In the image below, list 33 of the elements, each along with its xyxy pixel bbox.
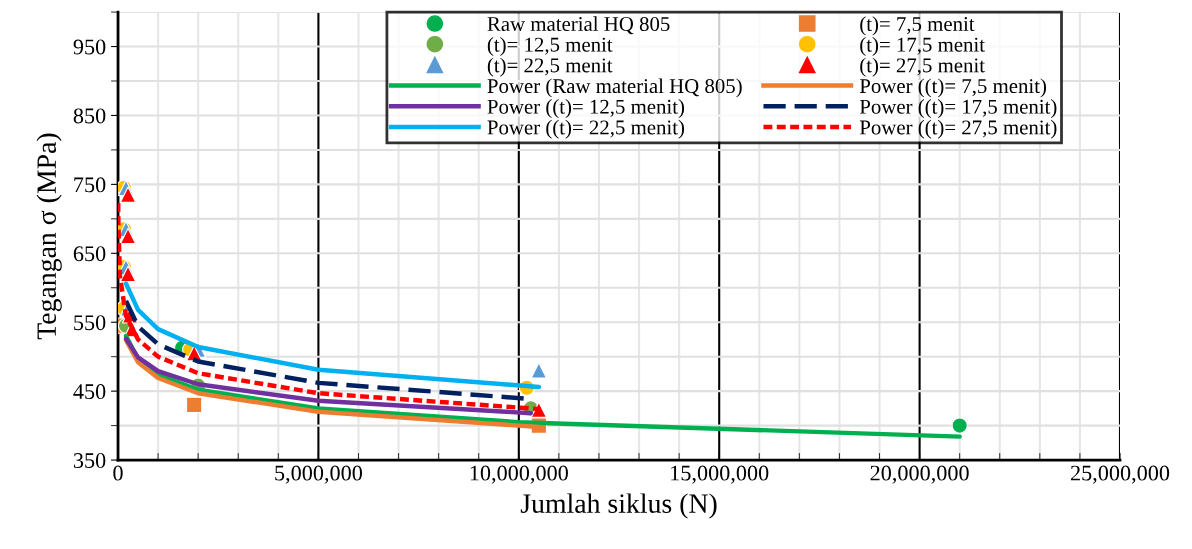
y-tick-label: 750: [74, 177, 106, 193]
x-tick-label: 25,000,000: [1070, 465, 1170, 484]
legend-label: Power ((t)= 17,5 menit): [859, 99, 1057, 119]
x-tick-label: 0: [113, 465, 123, 481]
x-tick-label: 20,000,000: [870, 465, 969, 484]
y-tick-label: 950: [73, 39, 106, 55]
legend-label: Power (Raw material HQ 805): [487, 78, 742, 98]
point: [530, 362, 548, 379]
point: [951, 417, 968, 434]
legend-label: (t)= 12,5 menit: [487, 37, 613, 56]
x-tick-label: 15,000,000: [671, 465, 769, 484]
x-tick-label: 10,000,000: [470, 465, 568, 484]
y-tick-label: 450: [73, 384, 106, 400]
legend-label: (t)= 27,5 menit: [860, 57, 985, 77]
y-tick-label: 850: [73, 108, 106, 124]
point: [185, 396, 203, 414]
legend-label: Power ((t)= 7,5 menit): [859, 78, 1047, 98]
legend-label: Raw material HQ 805: [487, 16, 670, 35]
y-tick-label: 650: [73, 246, 106, 262]
point: [119, 265, 137, 283]
y-tick-label: 550: [74, 315, 106, 331]
x-axis-title: Jumlah siklus (N): [520, 493, 717, 519]
x-tick-label: 5,000,000: [275, 465, 362, 484]
legend-label: (t)= 7,5 menit: [860, 16, 975, 36]
y-axis-title: Tegangan σ (MPa): [36, 133, 62, 340]
point: [119, 227, 137, 245]
legend-label: Power ((t)= 27,5 menit): [859, 119, 1057, 139]
point: [119, 186, 137, 203]
legend-label: (t)= 17,5 menit: [860, 37, 985, 56]
y-tick-label: 350: [73, 452, 106, 468]
legend-label: Power ((t)= 22,5 menit): [487, 119, 685, 139]
legend-label: (t)= 22,5 menit: [487, 57, 613, 77]
legend-label: Power ((t)= 12,5 menit): [487, 99, 685, 119]
